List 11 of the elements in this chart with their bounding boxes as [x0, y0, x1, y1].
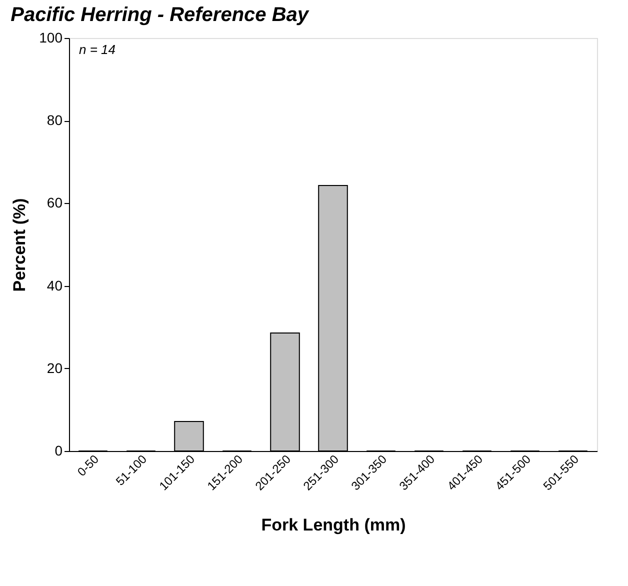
y-axis-title: Percent (%) — [10, 198, 30, 292]
chart-title: Pacific Herring - Reference Bay — [10, 4, 310, 26]
y-tick-label: 20 — [46, 360, 63, 376]
x-axis-title: Fork Length (mm) — [261, 515, 406, 534]
y-tick-label: 80 — [46, 112, 63, 128]
annotation: n = 14 — [79, 42, 116, 57]
y-tick-label: 100 — [39, 30, 63, 46]
x-tick-label: 0-50 — [74, 452, 102, 479]
y-tick-label: 60 — [46, 194, 63, 211]
y-tick-label: 40 — [46, 277, 63, 294]
y-tick-label: 0 — [54, 442, 63, 458]
